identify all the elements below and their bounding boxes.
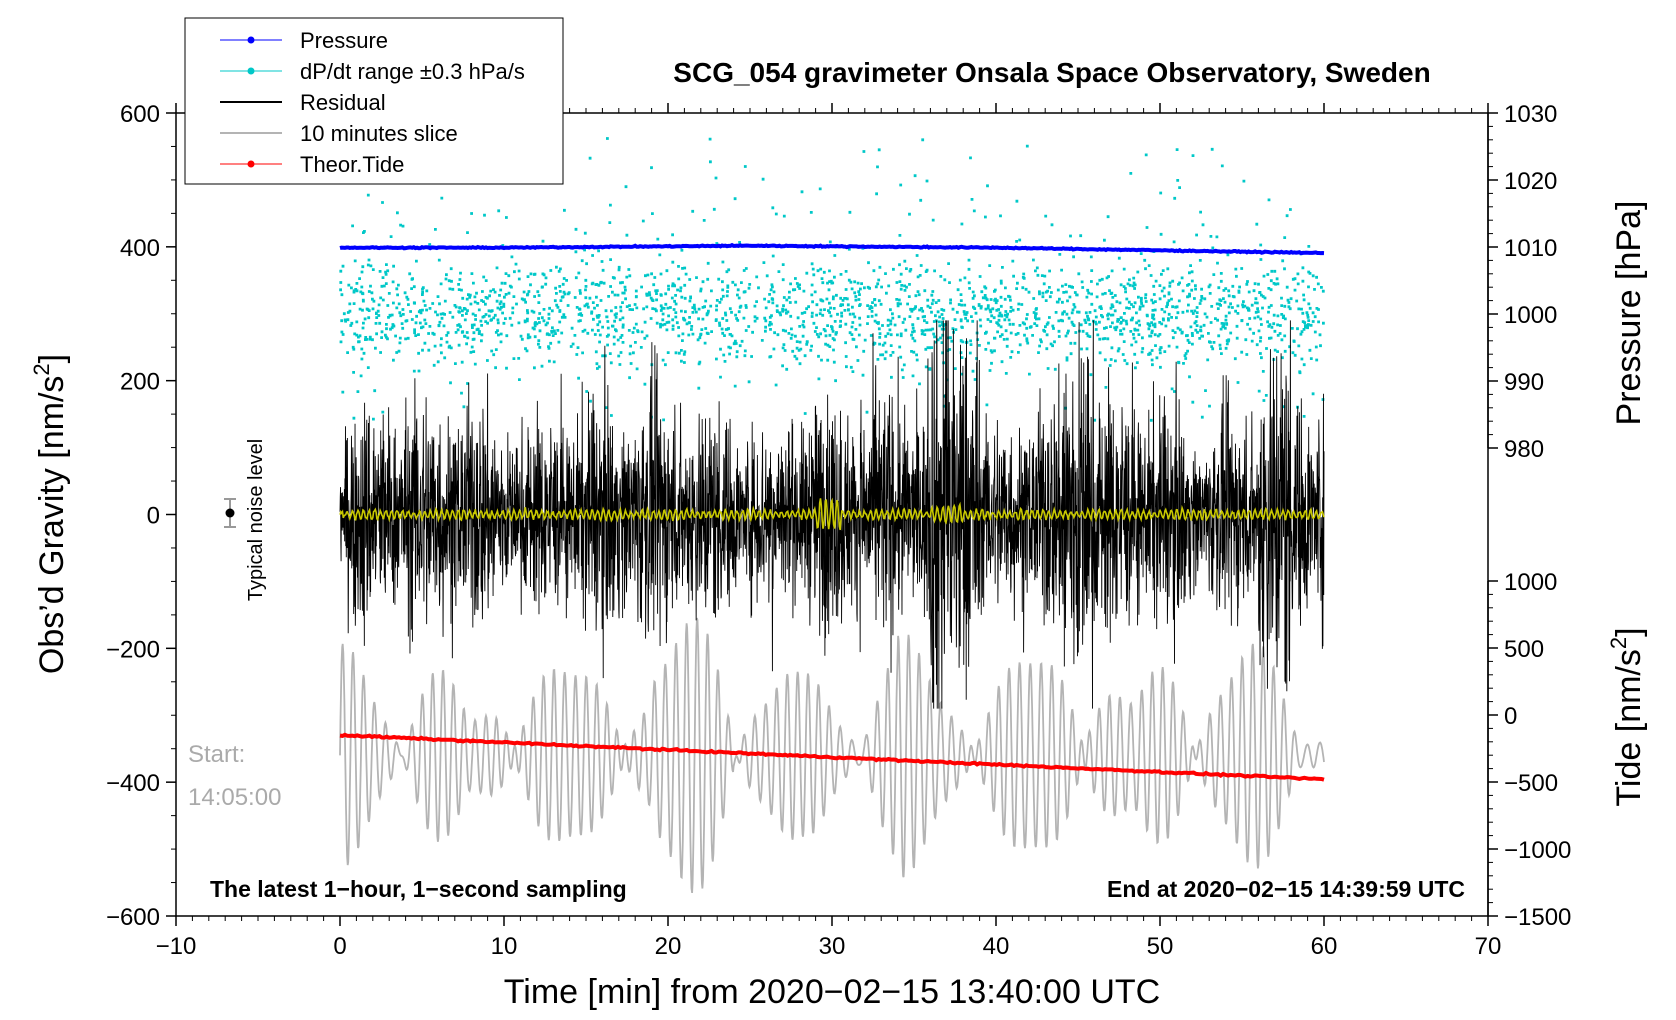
- legend-slice: 10 minutes slice: [220, 121, 458, 146]
- pressure-tick-label: 1020: [1504, 168, 1557, 195]
- y-axis-left: −600 −400 −200 0 200 400 600: [106, 101, 176, 931]
- pressure-tick-label: 1000: [1504, 302, 1557, 329]
- x-tick-label: 70: [1475, 933, 1502, 960]
- legend-label-slice: 10 minutes slice: [300, 121, 458, 146]
- x-tick-label: 40: [983, 933, 1010, 960]
- tide-label-sup: 2: [1606, 637, 1631, 649]
- bottom-right-note: End at 2020−02−15 14:39:59 UTC: [1107, 876, 1465, 902]
- x-tick-label: 20: [655, 933, 682, 960]
- y-left-label-text: Obs’d Gravity [nm/s: [33, 376, 71, 675]
- y-left-label-sup: 2: [29, 363, 54, 375]
- dpdt-series: [339, 134, 1325, 422]
- pressure-axis: 980 990 1000 1010 1020 1030: [1487, 101, 1557, 463]
- start-label: Start:: [188, 741, 245, 768]
- x-tick-label: 50: [1147, 933, 1174, 960]
- y-left-label: Obs’d Gravity [nm/s2]: [29, 354, 71, 674]
- residual-line: [339, 320, 1325, 709]
- tide-tick-label: 1000: [1504, 569, 1557, 596]
- y-left-tick-label: 600: [120, 101, 160, 128]
- tide-tick-label: 500: [1504, 636, 1544, 663]
- x-tick-label: 0: [333, 933, 346, 960]
- legend-label-dpdt: dP/dt range ±0.3 hPa/s: [300, 59, 525, 84]
- legend-label-pressure: Pressure: [300, 28, 388, 53]
- tide-axis: −1500 −1000 −500 0 500 1000: [1487, 569, 1571, 931]
- dpdt-points: [339, 134, 1325, 422]
- legend-label-residual: Residual: [300, 90, 386, 115]
- slice-series: [339, 617, 1325, 894]
- y-left-tick-label: 200: [120, 369, 160, 396]
- y-left-tick-label: 400: [120, 235, 160, 262]
- tide-label-text: Tide [nm/s: [1610, 649, 1648, 806]
- pressure-series: [339, 242, 1325, 256]
- tide-tick-label: 0: [1504, 703, 1517, 730]
- pressure-line: [339, 242, 1325, 256]
- x-tick-label: 60: [1311, 933, 1338, 960]
- x-axis: −10 0 10 20 30 40 50 60 70: [156, 103, 1502, 960]
- tide-tick-label: −500: [1504, 770, 1558, 797]
- bottom-left-note: The latest 1−hour, 1−second sampling: [210, 876, 627, 902]
- noise-level-label: Typical noise level: [245, 439, 267, 601]
- legend-dpdt: dP/dt range ±0.3 hPa/s: [220, 59, 525, 84]
- legend-label-tide: Theor.Tide: [300, 152, 404, 177]
- y-left-tick-label: −400: [106, 770, 160, 797]
- tide-tick-label: −1500: [1504, 904, 1571, 931]
- legend-tide: Theor.Tide: [220, 152, 404, 177]
- smoothed-series: [339, 497, 1325, 531]
- tide-series: [339, 732, 1325, 782]
- y-left-tick-label: −200: [106, 636, 160, 663]
- x-tick-label: −10: [156, 933, 197, 960]
- y-left-label-close: ]: [33, 354, 71, 363]
- pressure-tick-label: 980: [1504, 436, 1544, 463]
- legend: Pressure dP/dt range ±0.3 hPa/s Residual…: [184, 17, 564, 185]
- y-left-tick-label: −600: [106, 904, 160, 931]
- x-tick-label: 30: [819, 933, 846, 960]
- tide-tick-label: −1000: [1504, 837, 1571, 864]
- residual-series: [339, 320, 1325, 709]
- y-right-bottom-label: Tide [nm/s2]: [1606, 627, 1648, 806]
- tide-label-close: ]: [1610, 627, 1648, 636]
- chart-title: SCG_054 gravimeter Onsala Space Observat…: [673, 57, 1430, 88]
- x-tick-label: 10: [491, 933, 518, 960]
- start-time: 14:05:00: [188, 784, 281, 811]
- y-right-top-label: Pressure [hPa]: [1610, 201, 1648, 426]
- y-left-tick-label: 0: [147, 503, 160, 530]
- legend-residual: Residual: [220, 90, 386, 115]
- pressure-tick-label: 1010: [1504, 235, 1557, 262]
- pressure-tick-label: 990: [1504, 369, 1544, 396]
- x-axis-label: Time [min] from 2020−02−15 13:40:00 UTC: [504, 973, 1160, 1011]
- smoothed-line: [339, 497, 1325, 531]
- tide-line: [339, 732, 1325, 782]
- noise-level-marker: [224, 498, 236, 528]
- pressure-tick-label: 1030: [1504, 101, 1557, 128]
- slice-line: [339, 617, 1325, 894]
- legend-pressure: Pressure: [220, 28, 388, 53]
